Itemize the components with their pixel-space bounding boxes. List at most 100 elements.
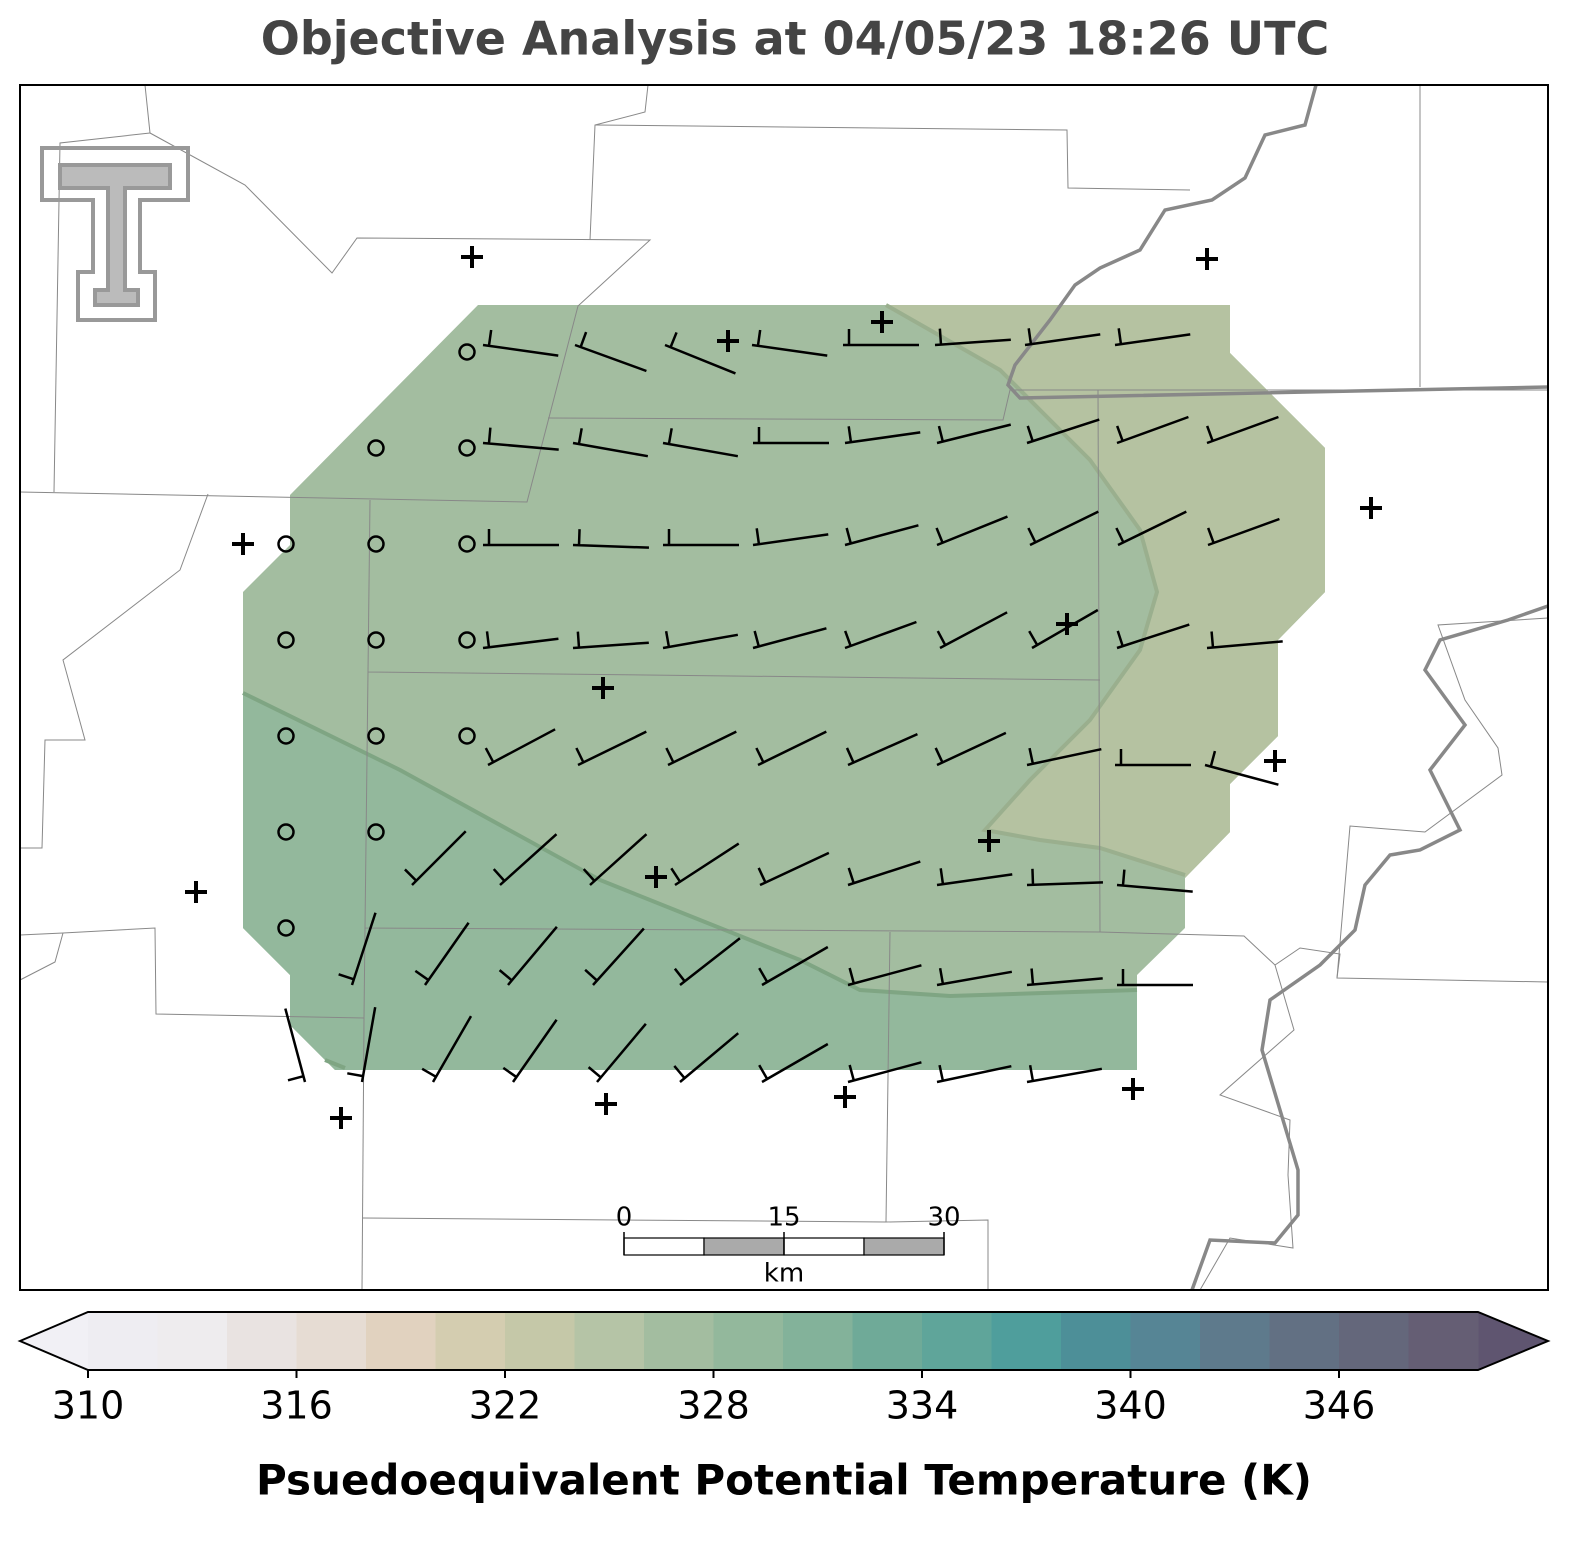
calm-marker (367, 727, 385, 745)
map-title: Objective Analysis at 04/05/23 18:26 UTC (261, 12, 1330, 66)
colorbar-bin (991, 1312, 1062, 1370)
wind-barb (482, 631, 559, 650)
wind-barb (663, 529, 739, 547)
colorbar-bin (505, 1312, 575, 1370)
wind-barb (414, 922, 470, 986)
colorbar-bin (1200, 1312, 1270, 1370)
colorbar-bin (227, 1312, 297, 1370)
contour (242, 691, 1138, 999)
colorbar-bin (852, 1312, 923, 1370)
wind-barb (751, 329, 828, 357)
wind-barb (574, 331, 647, 373)
observation-marker (645, 866, 667, 888)
wind-barb (843, 329, 919, 347)
colorbar-bin (922, 1312, 992, 1370)
calm-marker (458, 631, 476, 649)
scale-label: 15 (767, 1203, 800, 1233)
observation-marker (1360, 497, 1382, 519)
colorbar-label: Psuedoequivalent Potential Temperature (… (256, 1456, 1312, 1505)
observation-marker (1056, 613, 1078, 635)
analysis-field-moist (243, 693, 1137, 1070)
wind-barb (404, 830, 467, 886)
wind-barb (673, 1032, 740, 1083)
colorbar-bin (296, 1312, 367, 1370)
wind-barb (498, 925, 558, 986)
wind-barb (844, 524, 919, 547)
observation-marker (871, 311, 893, 333)
wind-barb (347, 1006, 377, 1083)
colorbar-bin (1339, 1312, 1409, 1370)
wind-barb (421, 1015, 473, 1083)
calm-marker (458, 727, 476, 745)
wind-barb (484, 728, 556, 767)
calm-marker (367, 823, 385, 841)
calm-marker (367, 439, 385, 457)
wind-barb (572, 428, 649, 458)
wind-barb (844, 426, 921, 445)
wind-barb (1026, 747, 1102, 767)
scale-segment (703, 1237, 785, 1256)
wind-barb (1205, 415, 1279, 445)
wind-barb (758, 945, 829, 987)
colorbar-tick-label: 316 (260, 1384, 333, 1428)
contour (885, 303, 1186, 877)
wind-barb (935, 515, 1008, 547)
wind-barb (483, 529, 559, 547)
colorbar-bin (157, 1312, 228, 1370)
wind-barb (936, 1064, 1012, 1084)
calm-marker (277, 823, 295, 841)
observation-marker (834, 1086, 856, 1108)
wind-barb (492, 833, 558, 886)
wind-barb (664, 331, 736, 375)
wind-barb (582, 833, 648, 886)
wind-barb (662, 630, 739, 650)
wind-barb (673, 937, 741, 986)
colorbar-tick-label: 310 (52, 1384, 125, 1428)
wind-barb (752, 627, 827, 650)
wind-barb (936, 423, 1012, 445)
wind-barb (934, 328, 1011, 347)
map-frame (19, 84, 1549, 1291)
colorbar-tick-label: 322 (469, 1384, 542, 1428)
wind-barb (284, 1008, 307, 1083)
wind-barb (572, 529, 649, 549)
wind-barb (1116, 869, 1193, 893)
wind-barb (1114, 328, 1191, 347)
observation-marker (232, 533, 254, 555)
calm-marker (367, 631, 385, 649)
colorbar-tick-label: 334 (886, 1384, 959, 1428)
wind-barb (1206, 631, 1283, 650)
wind-barb (1028, 608, 1099, 650)
wind-barb (843, 620, 917, 650)
wind-barb (1026, 418, 1100, 445)
calm-marker (277, 919, 295, 937)
wind-barb (502, 1019, 558, 1083)
wind-barb (1026, 1064, 1103, 1084)
wind-barb (847, 860, 921, 887)
wind-barb (575, 730, 647, 767)
observation-marker (978, 830, 1000, 852)
wind-barb (584, 927, 645, 986)
wind-barb (1026, 968, 1103, 987)
calm-marker (277, 535, 295, 553)
map-area (19, 84, 1549, 1291)
observation-marker (330, 1107, 352, 1129)
calm-marker (458, 535, 476, 553)
colorbar-bin (1408, 1312, 1479, 1370)
wind-barb (847, 1061, 922, 1084)
wind-barb (587, 1022, 647, 1083)
colorbar-bin (1269, 1312, 1340, 1370)
wind-barb (1206, 517, 1280, 547)
wind-barb (1116, 623, 1190, 650)
calm-marker (458, 439, 476, 457)
station-layer (185, 246, 1382, 1129)
observation-marker (1264, 750, 1286, 772)
logo (40, 146, 190, 322)
colorbar-bin (88, 1312, 158, 1370)
colorbar-tick-label: 328 (677, 1384, 750, 1428)
observation-marker (592, 677, 614, 699)
wind-barb (665, 730, 737, 767)
wind-barb (1204, 750, 1279, 786)
wind-barb (670, 842, 740, 887)
